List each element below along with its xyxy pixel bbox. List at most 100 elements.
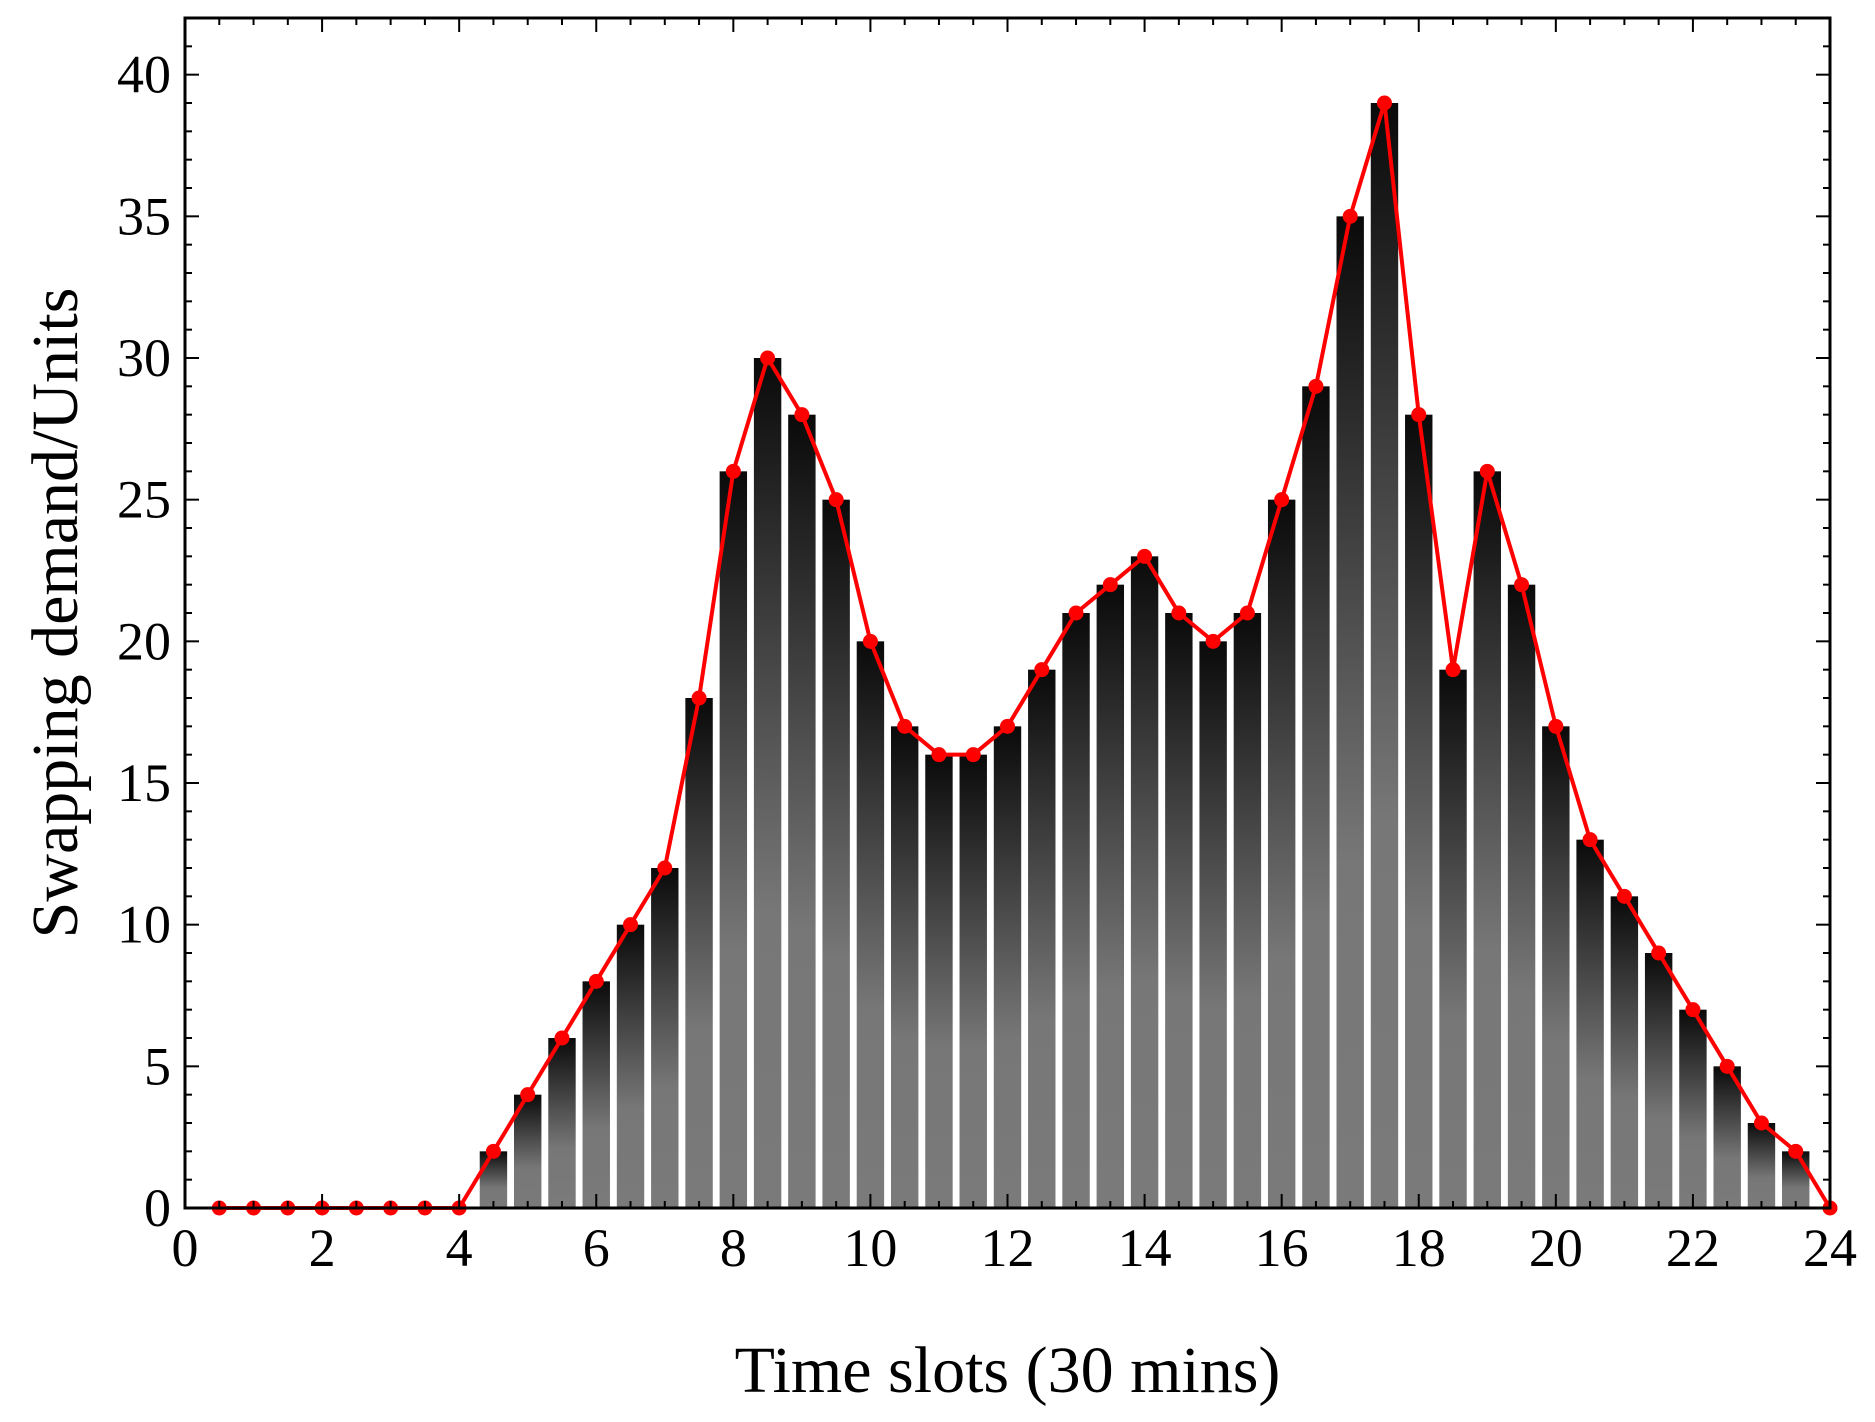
- bar-19.5: [1507, 584, 1536, 1208]
- data-point-5: [520, 1087, 536, 1103]
- y-tick-label: 35: [117, 186, 171, 246]
- data-point-20: [1548, 718, 1564, 734]
- data-point-14: [1137, 548, 1153, 564]
- data-point-18.5: [1445, 662, 1461, 678]
- y-axis-label: Swapping demand/Units: [19, 288, 92, 939]
- x-tick-label: 24: [1803, 1218, 1857, 1278]
- bar-4.5: [479, 1151, 508, 1208]
- bar-23: [1747, 1123, 1776, 1208]
- bar-16: [1267, 499, 1296, 1209]
- data-point-19.5: [1514, 577, 1530, 593]
- data-point-21.5: [1651, 945, 1667, 961]
- bar-5.5: [548, 1038, 576, 1208]
- data-point-15: [1205, 633, 1221, 649]
- bar-8: [719, 471, 748, 1208]
- data-point-17.5: [1376, 95, 1392, 111]
- data-point-13: [1068, 605, 1084, 621]
- data-point-15.5: [1239, 605, 1255, 621]
- data-point-17: [1342, 208, 1358, 224]
- x-tick-label: 14: [1118, 1218, 1172, 1278]
- data-point-8.5: [760, 350, 776, 366]
- bar-12: [993, 726, 1022, 1208]
- bar-13.5: [1096, 584, 1125, 1208]
- bar-21: [1610, 896, 1639, 1208]
- data-point-5.5: [554, 1030, 570, 1046]
- data-point-22.5: [1719, 1058, 1735, 1074]
- x-tick-label: 20: [1529, 1218, 1583, 1278]
- bar-11.5: [959, 754, 987, 1208]
- bar-10.5: [890, 726, 919, 1208]
- series-line: [219, 101, 1832, 1210]
- data-point-6.5: [623, 917, 639, 933]
- data-point-6: [588, 973, 604, 989]
- x-tick-label: 6: [583, 1218, 610, 1278]
- data-point-10: [862, 633, 878, 649]
- bar-10: [856, 641, 885, 1208]
- data-point-18: [1411, 407, 1427, 423]
- data-point-4.5: [485, 1143, 501, 1159]
- data-point-7: [657, 860, 673, 876]
- bar-15.5: [1233, 613, 1262, 1208]
- bar-16.5: [1302, 386, 1330, 1208]
- bar-14: [1130, 556, 1159, 1208]
- data-point-16.5: [1308, 378, 1324, 394]
- bar-21.5: [1644, 953, 1673, 1208]
- bar-6: [582, 981, 610, 1208]
- data-point-23.5: [1788, 1143, 1804, 1159]
- data-point-19: [1479, 463, 1495, 479]
- x-tick-label: 4: [446, 1218, 473, 1278]
- bar-14.5: [1165, 613, 1193, 1208]
- x-tick-label: 10: [843, 1218, 897, 1278]
- bars-layer: [479, 103, 1810, 1209]
- y-axis-ticks: 0 5 10 15 20 25 30 35 40: [117, 17, 1830, 1238]
- data-point-12.5: [1034, 662, 1050, 678]
- data-point-11.5: [965, 747, 981, 763]
- x-tick-label: 2: [309, 1218, 336, 1278]
- x-axis-ticks: 0 2 4 6 8 10 12 14 16 18 20 22 24: [172, 18, 1857, 1278]
- bar-11: [925, 754, 953, 1208]
- y-tick-label: 20: [117, 611, 171, 671]
- bar-8.5: [753, 358, 782, 1208]
- bar-20: [1542, 726, 1570, 1208]
- data-point-11: [931, 747, 947, 763]
- bar-13: [1062, 613, 1090, 1208]
- bar-9: [788, 414, 816, 1209]
- bar-7.5: [685, 698, 713, 1208]
- bar-22: [1679, 1009, 1707, 1208]
- data-point-7.5: [691, 690, 707, 706]
- data-point-10.5: [897, 718, 913, 734]
- bar-18: [1405, 414, 1433, 1209]
- data-point-9: [794, 407, 810, 423]
- bar-23.5: [1782, 1151, 1810, 1208]
- x-tick-label: 16: [1255, 1218, 1309, 1278]
- x-tick-label: 8: [720, 1218, 747, 1278]
- bar-18.5: [1439, 669, 1467, 1208]
- x-tick-label: 18: [1392, 1218, 1446, 1278]
- y-tick-label: 40: [117, 45, 171, 105]
- x-axis-label: Time slots (30 mins): [735, 1334, 1281, 1407]
- x-tick-label: 12: [981, 1218, 1035, 1278]
- data-point-21: [1616, 888, 1632, 904]
- bar-17.5: [1370, 103, 1399, 1208]
- series-line-layer: [219, 101, 1832, 1210]
- data-point-9.5: [828, 492, 844, 508]
- bar-6.5: [616, 924, 645, 1208]
- data-point-8: [725, 463, 741, 479]
- data-point-22: [1685, 1002, 1701, 1018]
- y-tick-label: 0: [144, 1178, 171, 1238]
- x-tick-label: 22: [1666, 1218, 1720, 1278]
- data-point-14.5: [1171, 605, 1187, 621]
- bar-19: [1473, 471, 1501, 1208]
- bar-22.5: [1713, 1066, 1741, 1208]
- bar-9.5: [822, 499, 850, 1209]
- bar-15: [1199, 641, 1227, 1208]
- data-point-16: [1274, 492, 1290, 508]
- data-point-20.5: [1582, 832, 1598, 848]
- bar-12.5: [1028, 669, 1056, 1208]
- y-tick-label: 30: [117, 328, 171, 388]
- data-point-12: [1000, 718, 1015, 734]
- y-tick-label: 5: [144, 1036, 171, 1096]
- bar-17: [1336, 216, 1364, 1209]
- y-tick-label: 15: [117, 753, 171, 813]
